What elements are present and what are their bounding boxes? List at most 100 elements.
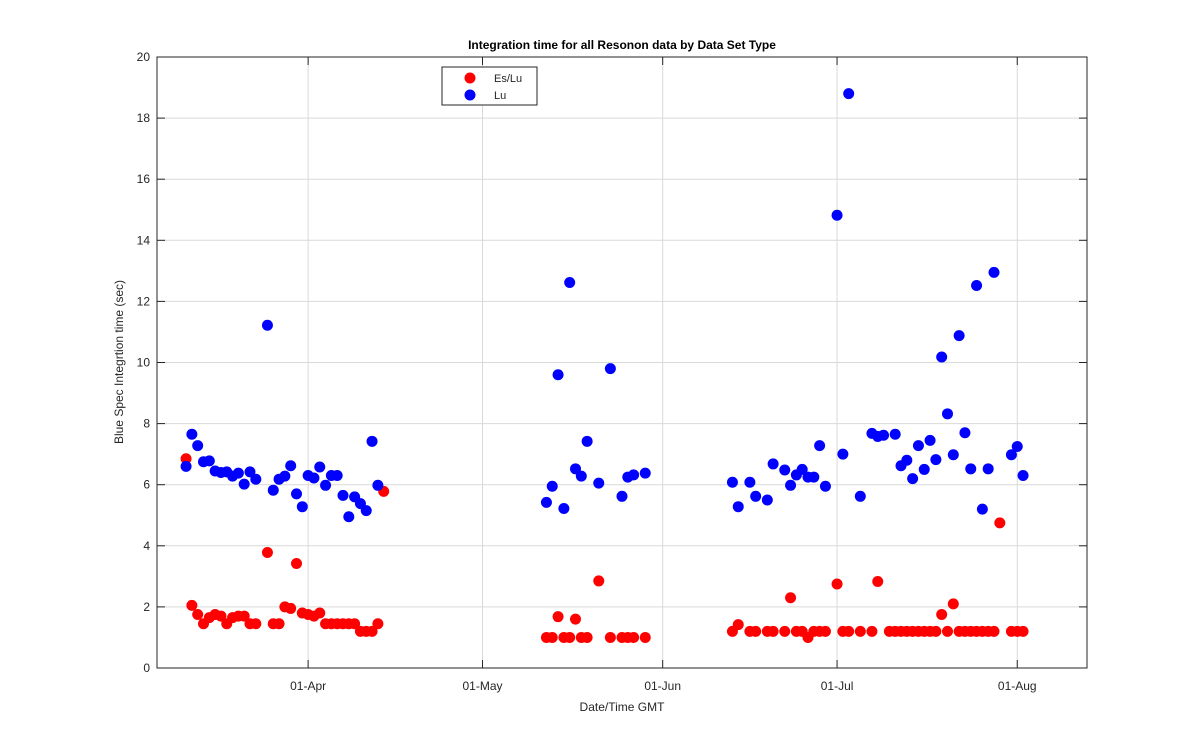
data-point xyxy=(552,611,564,623)
y-tick-label: 6 xyxy=(143,478,150,492)
data-point xyxy=(232,467,244,479)
legend-label-es-lu: Es/Lu xyxy=(494,73,522,85)
data-point xyxy=(732,501,744,513)
data-point xyxy=(889,428,901,440)
data-point xyxy=(936,351,948,363)
y-tick-label: 4 xyxy=(143,539,150,553)
data-point xyxy=(296,501,308,513)
data-point xyxy=(732,619,744,631)
data-point xyxy=(546,480,558,492)
x-axis-label: Date/Time GMT xyxy=(580,700,666,714)
data-point xyxy=(291,558,302,570)
data-point xyxy=(942,408,953,420)
data-point xyxy=(988,625,1000,637)
data-point xyxy=(279,470,291,482)
y-tick-label: 12 xyxy=(137,294,151,308)
data-point xyxy=(552,369,564,381)
data-point xyxy=(726,476,738,488)
data-point xyxy=(959,427,971,439)
data-point xyxy=(831,578,843,590)
data-point xyxy=(250,473,262,485)
data-point xyxy=(261,319,273,331)
data-point xyxy=(308,472,320,484)
data-point xyxy=(924,434,936,446)
data-point xyxy=(314,607,326,619)
y-axis-label: Blue Spec Integrtion time (sec) xyxy=(112,280,126,444)
data-point xyxy=(930,625,942,637)
legend: Es/Lu Lu xyxy=(441,66,538,106)
data-point xyxy=(570,613,581,625)
y-tick-label: 0 xyxy=(143,661,150,675)
data-point xyxy=(192,440,204,452)
data-point xyxy=(971,280,983,292)
data-point xyxy=(540,496,552,508)
data-point xyxy=(744,476,756,488)
data-point xyxy=(604,363,616,375)
data-point xyxy=(831,209,843,221)
data-point xyxy=(767,625,779,637)
y-tick-label: 2 xyxy=(143,600,150,614)
legend-marker-es-lu xyxy=(464,72,476,84)
data-point xyxy=(267,484,279,496)
data-point xyxy=(628,469,640,481)
data-point xyxy=(261,547,273,559)
data-point xyxy=(546,631,558,643)
data-point xyxy=(854,490,866,502)
data-point xyxy=(192,609,204,621)
tick-labels: 0 2 4 6 8 10 12 14 16 18 20 01-Apr 01-May 01-Jun 01-Ju… xyxy=(137,50,1037,693)
y-tick-label: 14 xyxy=(137,233,151,247)
data-point xyxy=(360,505,372,517)
data-point xyxy=(819,625,831,637)
y-tick-label: 16 xyxy=(137,172,151,186)
data-point xyxy=(372,479,384,491)
data-point xyxy=(814,440,826,452)
legend-box xyxy=(441,66,538,106)
data-point xyxy=(558,503,570,515)
data-point xyxy=(785,479,797,491)
data-point xyxy=(180,460,192,472)
data-point xyxy=(628,631,640,643)
data-point xyxy=(994,517,1006,529)
data-point xyxy=(186,428,198,440)
data-point xyxy=(907,473,919,485)
data-point xyxy=(878,429,890,441)
y-tick-label: 18 xyxy=(137,111,151,125)
data-point xyxy=(314,461,326,473)
data-point xyxy=(581,435,593,447)
x-tick-label: 01-Aug xyxy=(998,679,1037,693)
data-point xyxy=(1011,441,1023,453)
data-point xyxy=(965,463,977,475)
data-point xyxy=(1005,449,1017,461)
y-tick-label: 20 xyxy=(137,50,151,64)
data-point xyxy=(238,478,250,490)
data-point xyxy=(203,455,215,467)
data-points xyxy=(180,88,1029,643)
data-point xyxy=(639,467,651,479)
y-tick-label: 8 xyxy=(143,417,150,431)
x-tick-label: 01-May xyxy=(462,679,502,693)
data-point xyxy=(947,598,959,610)
data-point xyxy=(273,618,285,630)
data-point xyxy=(866,625,878,637)
data-point xyxy=(244,466,256,478)
data-point xyxy=(639,631,651,643)
data-point xyxy=(942,625,953,637)
data-point xyxy=(343,511,355,523)
data-point xyxy=(785,592,797,604)
data-point xyxy=(779,464,791,476)
data-point xyxy=(215,610,227,622)
data-point xyxy=(918,463,930,475)
data-point xyxy=(320,479,332,491)
x-tick-label: 01-Jun xyxy=(644,679,681,693)
data-point xyxy=(570,463,581,475)
data-point xyxy=(593,575,605,587)
data-point xyxy=(901,454,913,466)
data-point xyxy=(366,625,378,637)
data-point xyxy=(796,463,808,475)
data-point xyxy=(912,440,924,452)
data-point xyxy=(291,488,302,500)
data-point xyxy=(843,88,855,100)
data-point xyxy=(976,503,988,515)
legend-marker-lu xyxy=(464,89,476,101)
